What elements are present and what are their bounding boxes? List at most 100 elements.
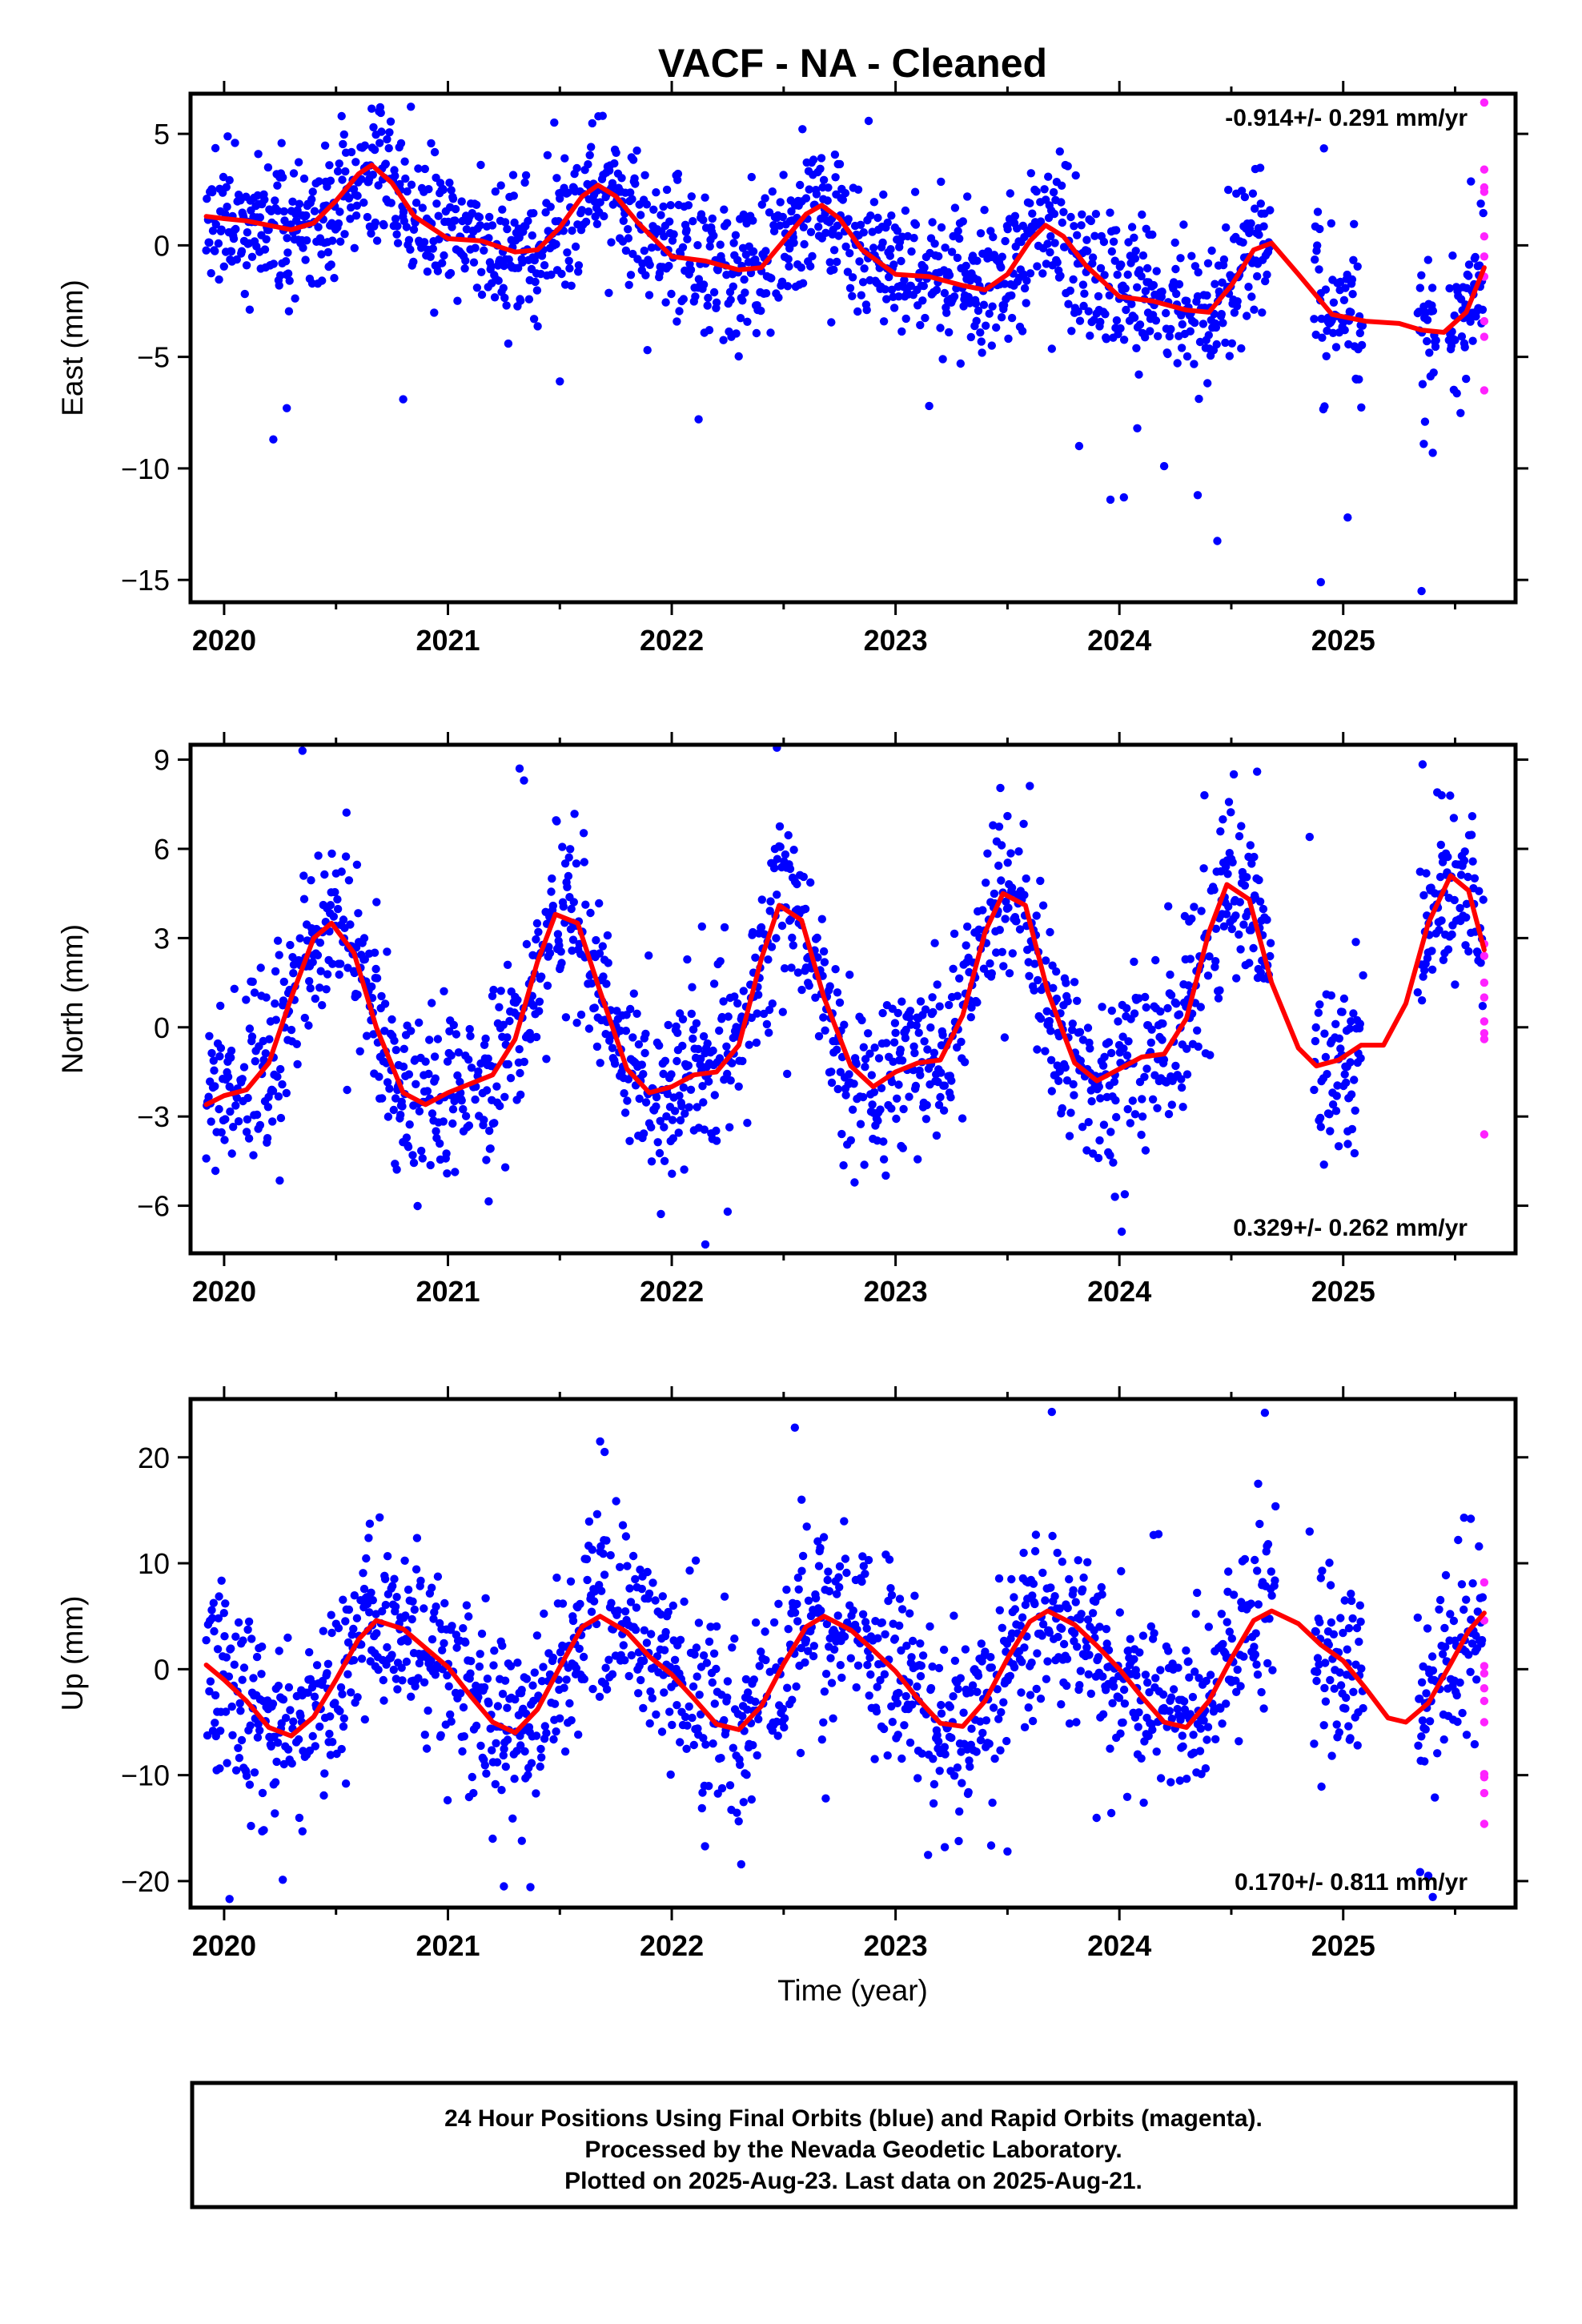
east-point bbox=[584, 160, 592, 169]
north-point bbox=[697, 922, 706, 931]
up-rapid-point bbox=[1480, 1684, 1489, 1693]
up-point bbox=[1189, 1731, 1198, 1739]
up-point bbox=[1083, 1615, 1093, 1624]
up-point bbox=[809, 1642, 818, 1651]
east-point bbox=[1311, 255, 1319, 264]
up-point bbox=[1223, 1618, 1231, 1626]
north-point bbox=[418, 1154, 427, 1163]
east-point bbox=[448, 223, 456, 231]
north-point bbox=[383, 1078, 392, 1087]
up-point bbox=[634, 1689, 643, 1698]
up-point bbox=[730, 1634, 739, 1643]
up-point bbox=[1098, 1672, 1107, 1681]
up-point bbox=[1423, 1624, 1432, 1633]
up-point bbox=[688, 1713, 697, 1723]
east-point bbox=[652, 188, 661, 197]
north-point bbox=[699, 1098, 708, 1107]
up-point bbox=[1344, 1722, 1353, 1731]
north-point bbox=[722, 1042, 731, 1051]
east-point bbox=[1221, 338, 1230, 348]
north-point bbox=[1347, 1090, 1356, 1099]
east-point bbox=[665, 261, 673, 271]
north-point bbox=[1419, 891, 1428, 900]
north-point bbox=[667, 1070, 676, 1079]
up-point bbox=[1106, 1744, 1114, 1753]
up-point bbox=[381, 1600, 390, 1610]
up-point bbox=[1166, 1693, 1176, 1702]
north-point bbox=[1163, 1003, 1172, 1013]
up-point bbox=[221, 1707, 231, 1716]
east-y-tick-label: −10 bbox=[121, 452, 170, 485]
east-point bbox=[814, 223, 823, 231]
east-point bbox=[597, 73, 605, 81]
north-point bbox=[293, 1059, 302, 1069]
north-point bbox=[586, 908, 595, 918]
north-point bbox=[372, 898, 381, 907]
north-point bbox=[1427, 965, 1437, 975]
up-point bbox=[235, 1754, 244, 1763]
up-frame bbox=[188, 1397, 1518, 1910]
east-point bbox=[461, 256, 470, 265]
up-point bbox=[761, 1655, 770, 1665]
north-point bbox=[1211, 957, 1220, 966]
east-point bbox=[1431, 342, 1440, 352]
north-point bbox=[712, 1136, 721, 1145]
north-point bbox=[680, 1165, 689, 1174]
up-point bbox=[596, 1542, 605, 1551]
north-point bbox=[1417, 996, 1427, 1005]
north-point bbox=[1194, 1042, 1203, 1051]
up-point bbox=[754, 1715, 763, 1723]
up-point bbox=[698, 1788, 707, 1797]
north-point bbox=[1222, 910, 1231, 919]
east-point bbox=[1263, 270, 1271, 279]
up-point bbox=[689, 1740, 698, 1750]
east-point bbox=[1131, 247, 1140, 255]
east-point bbox=[1130, 233, 1138, 242]
up-point bbox=[840, 1632, 849, 1641]
up-point bbox=[542, 1728, 551, 1738]
east-point bbox=[1088, 259, 1097, 268]
north-point bbox=[563, 883, 572, 892]
east-point bbox=[632, 146, 641, 155]
east-point bbox=[901, 314, 910, 324]
north-point bbox=[960, 1058, 970, 1067]
north-point bbox=[566, 845, 575, 854]
north-point bbox=[634, 1040, 644, 1049]
north-point bbox=[833, 1084, 842, 1094]
up-point bbox=[1057, 1700, 1066, 1709]
north-point bbox=[1327, 991, 1336, 1000]
east-point bbox=[391, 215, 400, 223]
east-point bbox=[1431, 336, 1440, 345]
north-point bbox=[1443, 945, 1453, 954]
up-point bbox=[959, 1708, 968, 1717]
north-point bbox=[271, 967, 280, 976]
north-point bbox=[997, 841, 1006, 850]
east-point bbox=[439, 185, 448, 195]
east-point bbox=[1339, 296, 1349, 304]
east-point bbox=[1064, 300, 1073, 308]
up-point bbox=[866, 1670, 875, 1679]
north-point bbox=[1083, 1023, 1093, 1032]
x-axis-label: Time (year) bbox=[777, 1974, 928, 2007]
north-outlier-point bbox=[520, 776, 528, 785]
east-point bbox=[979, 300, 989, 309]
east-point bbox=[853, 307, 862, 316]
east-point bbox=[1315, 224, 1324, 234]
north-point bbox=[901, 1034, 910, 1043]
east-point bbox=[326, 176, 335, 185]
east-point bbox=[271, 196, 279, 205]
north-rapid-point bbox=[1480, 1029, 1489, 1038]
up-point bbox=[368, 1596, 377, 1605]
north-point bbox=[692, 1019, 701, 1028]
east-point bbox=[376, 108, 385, 118]
up-point bbox=[1146, 1622, 1156, 1631]
east-point bbox=[283, 234, 291, 243]
up-point bbox=[590, 1587, 599, 1596]
up-point bbox=[1195, 1674, 1203, 1683]
up-point bbox=[1038, 1631, 1046, 1640]
east-point bbox=[978, 348, 986, 357]
east-point bbox=[299, 243, 307, 252]
north-point bbox=[1128, 1096, 1138, 1105]
north-point bbox=[999, 962, 1008, 971]
east-point bbox=[400, 157, 409, 166]
